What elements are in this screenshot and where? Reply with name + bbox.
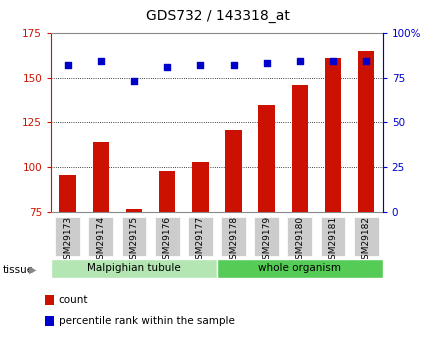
- Point: [97, 59, 105, 64]
- Bar: [325, 58, 341, 212]
- Text: GSM29173: GSM29173: [63, 216, 72, 265]
- Point: [230, 62, 237, 68]
- Bar: [93, 142, 109, 212]
- Bar: [192, 162, 209, 212]
- FancyBboxPatch shape: [320, 217, 345, 256]
- Text: tissue: tissue: [2, 265, 33, 275]
- FancyBboxPatch shape: [287, 217, 312, 256]
- Text: GDS732 / 143318_at: GDS732 / 143318_at: [146, 9, 290, 23]
- Text: GSM29179: GSM29179: [262, 216, 271, 265]
- Text: GSM29177: GSM29177: [196, 216, 205, 265]
- Text: count: count: [59, 295, 88, 305]
- Text: GSM29178: GSM29178: [229, 216, 238, 265]
- Point: [363, 59, 370, 64]
- Point: [130, 78, 138, 84]
- Text: Malpighian tubule: Malpighian tubule: [87, 263, 181, 273]
- Text: GSM29180: GSM29180: [295, 216, 304, 265]
- FancyBboxPatch shape: [354, 217, 379, 256]
- FancyBboxPatch shape: [121, 217, 146, 256]
- Point: [296, 59, 303, 64]
- FancyBboxPatch shape: [221, 217, 246, 256]
- FancyBboxPatch shape: [188, 217, 213, 256]
- Text: GSM29181: GSM29181: [328, 216, 337, 265]
- FancyBboxPatch shape: [55, 217, 80, 256]
- Point: [64, 62, 71, 68]
- Text: GSM29176: GSM29176: [163, 216, 172, 265]
- Point: [263, 60, 270, 66]
- Bar: [358, 51, 374, 212]
- Text: whole organism: whole organism: [258, 263, 341, 273]
- Bar: [126, 209, 142, 212]
- FancyBboxPatch shape: [51, 259, 217, 278]
- Bar: [159, 171, 175, 212]
- Text: GSM29182: GSM29182: [362, 216, 371, 265]
- FancyBboxPatch shape: [217, 259, 383, 278]
- Text: ▶: ▶: [29, 265, 36, 275]
- FancyBboxPatch shape: [155, 217, 180, 256]
- Text: GSM29175: GSM29175: [129, 216, 138, 265]
- Point: [197, 62, 204, 68]
- FancyBboxPatch shape: [89, 217, 113, 256]
- Point: [164, 64, 171, 70]
- Point: [329, 59, 336, 64]
- FancyBboxPatch shape: [254, 217, 279, 256]
- Bar: [60, 175, 76, 212]
- Bar: [259, 105, 275, 212]
- Text: percentile rank within the sample: percentile rank within the sample: [59, 316, 235, 326]
- Bar: [291, 85, 308, 212]
- Text: GSM29174: GSM29174: [97, 216, 105, 265]
- Bar: [225, 130, 242, 212]
